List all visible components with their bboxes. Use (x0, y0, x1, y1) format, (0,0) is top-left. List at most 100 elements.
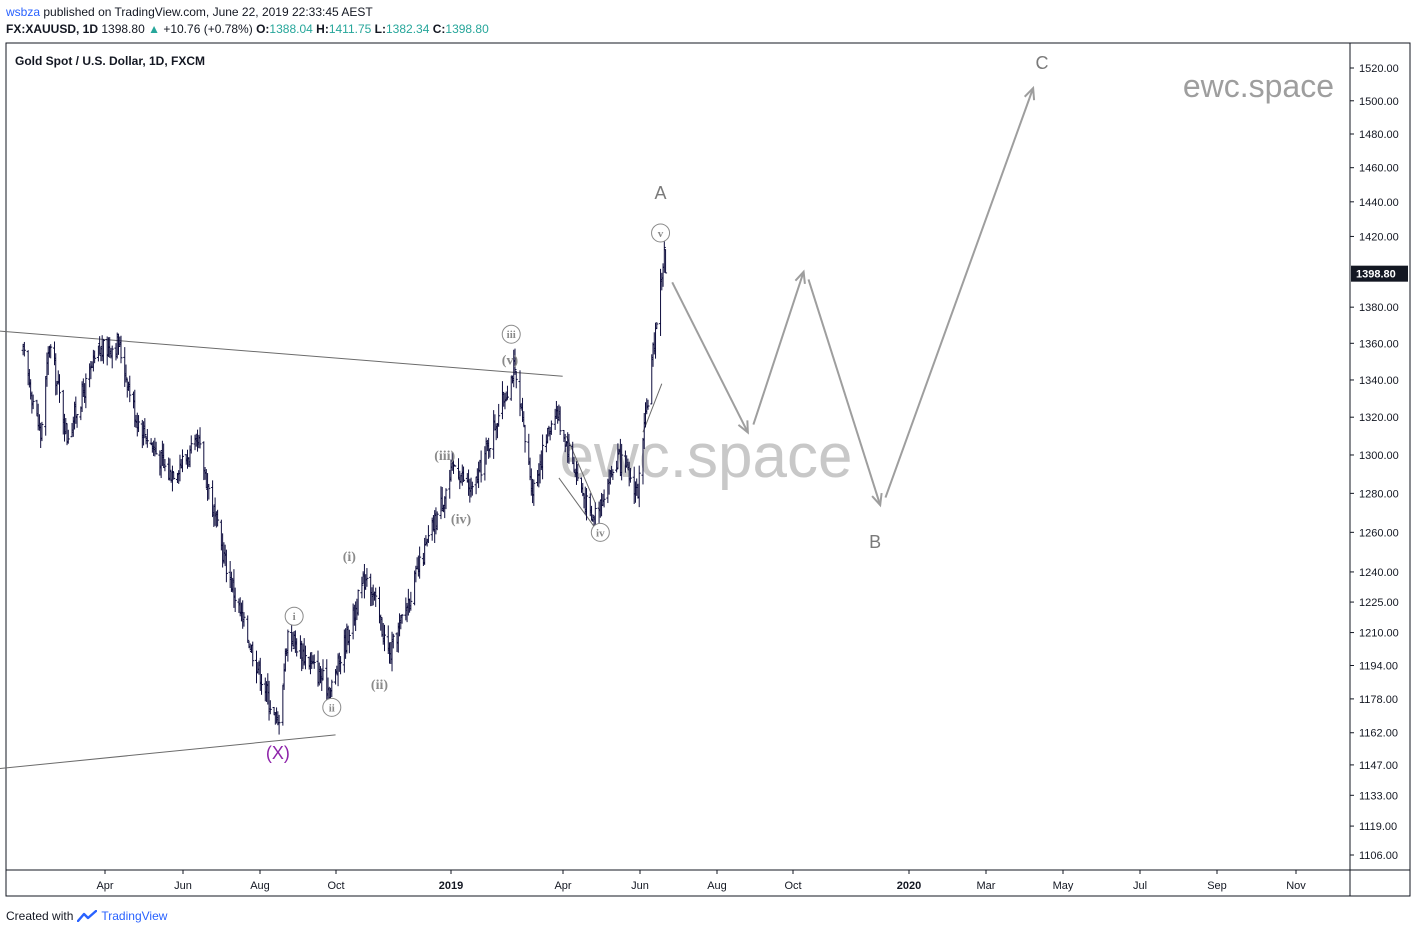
price-tick-label: 1420.00 (1359, 231, 1399, 243)
wave-label: v (658, 228, 664, 240)
price-tick-label: 1380.00 (1359, 302, 1399, 314)
ohlc-bar (58, 374, 62, 403)
arrow-head (871, 492, 883, 508)
ohlc-bar (591, 514, 595, 522)
wave-circle (590, 522, 610, 542)
price-tick-label: 1133.00 (1359, 790, 1398, 802)
price-tick-label: 1440.00 (1359, 197, 1399, 209)
ohlc-bar (216, 509, 220, 527)
wave-label-circled: v (651, 223, 671, 243)
wave-label-circled: ii (322, 697, 342, 717)
arrow-shaft (884, 87, 1035, 498)
quote-line: FX:XAUUSD, 1D 1398.80 ▲ +10.76 (+0.78%) … (6, 21, 489, 37)
wave-circle (651, 223, 671, 243)
created-with-text: Created with (6, 909, 74, 923)
last-price-marker (1351, 265, 1408, 282)
projection-arrows (671, 85, 1036, 508)
ohlc-bar (22, 341, 26, 357)
ohlc-bar (84, 373, 88, 409)
ohlc-bar (360, 576, 364, 599)
wave-label: (iv) (451, 513, 472, 528)
price-tick-label: 1360.00 (1359, 338, 1399, 350)
price-tick-label: 1147.00 (1359, 760, 1398, 772)
ohlc-bar (628, 467, 632, 483)
ohlc-bar (488, 448, 492, 458)
wave-circle (501, 324, 521, 344)
time-tick-label: Aug (707, 880, 727, 892)
chart-title: Gold Spot / U.S. Dollar, 1D, FXCM (15, 54, 205, 68)
ohlc-bar (119, 335, 123, 364)
low-value: 1382.34 (386, 22, 430, 36)
open-value: 1388.04 (269, 22, 313, 36)
ohlc-bar (513, 348, 517, 375)
ohlc-bar (479, 450, 483, 483)
high-label: H: (316, 22, 329, 36)
price-tick-label: 1520.00 (1359, 63, 1399, 75)
price-tick-label: 1119.00 (1359, 821, 1397, 833)
price-tick-label: 1194.00 (1359, 661, 1398, 673)
ohlc-bar (453, 464, 457, 467)
wave-label-x: (X) (266, 743, 290, 763)
ohlc-bar (400, 613, 404, 624)
time-tick-label: Oct (784, 880, 801, 892)
wave-label: iii (507, 329, 516, 341)
price-tick-label: 1320.00 (1359, 412, 1399, 424)
time-tick-label: Sep (1207, 880, 1227, 892)
time-tick-label: Oct (327, 880, 344, 892)
ohlc-bar (224, 549, 228, 583)
time-tick-label: Jun (631, 880, 649, 892)
wave-label-abc: B (869, 532, 881, 552)
wave-label-circled: i (284, 606, 304, 626)
ohlc-bar (514, 370, 518, 389)
ohlc-bar (40, 421, 44, 442)
ohlc-bar (189, 435, 193, 454)
tradingview-link[interactable]: TradingView (101, 909, 168, 923)
ohlc-bar (391, 633, 395, 649)
time-tick-label: Aug (250, 880, 270, 892)
ohlc-bar (602, 489, 606, 508)
price-tick-label: 1500.00 (1359, 96, 1399, 108)
price-tick-label: 1280.00 (1359, 488, 1399, 500)
ohlc-bar (509, 375, 513, 401)
arrow-shaft (752, 271, 805, 425)
wave-circle (284, 606, 304, 626)
publisher-user-link[interactable]: wsbza (6, 5, 41, 19)
ohlc-bar (180, 449, 184, 473)
ohlc-bar (576, 463, 580, 482)
arrow-head (794, 269, 806, 284)
price-tick-label: 1480.00 (1359, 129, 1399, 141)
projection-arrow (671, 281, 749, 435)
trendline (0, 330, 563, 377)
trendline (0, 734, 336, 770)
publish-info: wsbza published on TradingView.com, June… (6, 4, 373, 20)
time-tick-label: Jul (1133, 880, 1147, 892)
arrow-head (1023, 85, 1036, 101)
ohlc-bar (637, 465, 641, 508)
price-tick-label: 1225.00 (1359, 597, 1399, 609)
change-value: +10.76 (+0.78%) (163, 22, 253, 36)
price-tick-label: 1106.00 (1359, 850, 1398, 862)
time-tick-label: Jun (174, 880, 192, 892)
price-axis[interactable]: 1520.00 1500.00 1480.00 1460.00 1440.00 1420.… (1350, 63, 1408, 862)
ohlc-bar (31, 394, 35, 410)
ohlc-bar (616, 443, 620, 470)
ohlc-bar (128, 375, 132, 403)
ohlc-bar (426, 525, 430, 544)
close-value: 1398.80 (445, 22, 489, 36)
ohlc-bar (549, 420, 553, 435)
ohlc-bar (198, 427, 202, 449)
ohlc-bar (620, 443, 624, 481)
wave-label: (iii) (434, 449, 455, 464)
ohlc-bar (321, 659, 325, 681)
time-axis[interactable]: Apr Jun Aug Oct 2019 Apr Jun Aug Oct 2020 Mar May Ju… (96, 870, 1306, 892)
price-tick-label: 1340.00 (1359, 375, 1399, 387)
ohlc-bar (504, 391, 508, 402)
open-label: O: (256, 22, 270, 36)
last-price: 1398.80 (101, 22, 145, 36)
last-price-label: 1398.80 (1356, 269, 1396, 281)
ohlc-bar (251, 641, 255, 667)
wave-circle (322, 697, 342, 717)
ohlc-bar (281, 685, 285, 726)
